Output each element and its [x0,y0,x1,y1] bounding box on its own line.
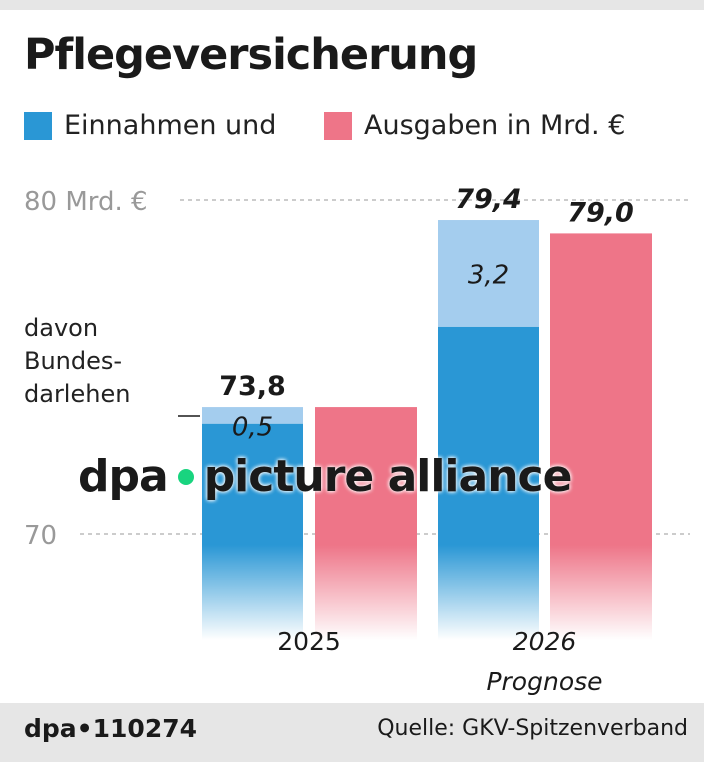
loan-value-label: 0,5 [232,412,273,442]
bar-fade [200,545,418,640]
x-tick-label: 2026 [513,627,577,656]
chart-title: Pflegeversicherung [24,30,478,80]
bar-fade [436,545,653,640]
legend-label: Einnahmen und [64,110,277,141]
y-tick-label: 70 [24,521,57,551]
expenses-total-label: 79,0 [567,197,634,228]
loan-annotation: davon Bundes-darlehen [24,314,131,408]
x-tick-sublabel: Prognose [486,667,602,696]
footer [0,703,704,762]
dpa-logo: dpa•110274 [24,714,198,743]
legend-swatch [324,111,352,140]
bar-loan-segment [438,220,539,327]
top-bar [0,0,704,10]
watermark: dpa picture alliance [78,451,573,502]
x-tick-label: 2025 [277,627,341,656]
watermark-dot [177,469,194,485]
loan-value-label: 3,2 [468,260,509,290]
watermark-dpa: dpa [78,451,169,502]
source: Quelle: GKV-Spitzenverband [377,716,688,741]
income-total-label: 79,4 [455,184,522,215]
y-tick-label: 80 Mrd. € [24,187,148,217]
legend-swatch [24,111,52,140]
income-total-label: 73,8 [219,371,286,402]
watermark-text: picture alliance [203,451,573,502]
bar-loan-segment [202,407,303,424]
legend-item-expenses: Ausgaben in Mrd. € [324,110,625,141]
bar-chart: 80 Mrd. € 70 73,8 0,5 2025 79,4 3,2 79,0 2026 Pro… [24,184,690,696]
legend-label: Ausgaben in Mrd. € [364,110,626,141]
legend-item-income: Einnahmen und [24,110,276,141]
